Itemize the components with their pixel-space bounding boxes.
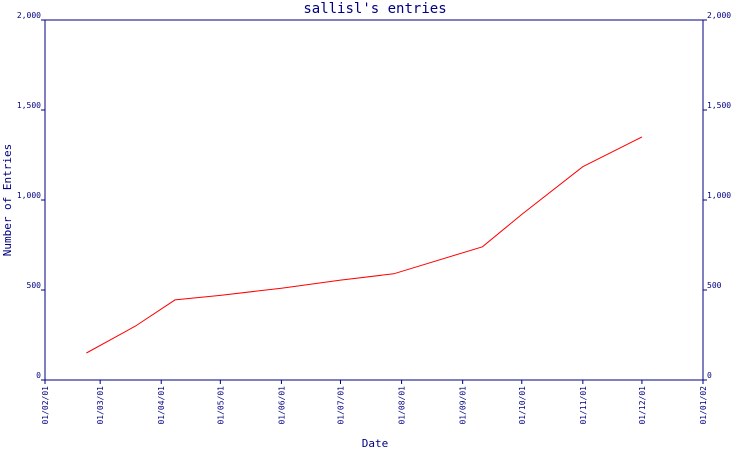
x-tick-label: 01/12/01 [638,386,647,425]
x-tick-label: 01/01/02 [699,386,708,425]
x-tick-label: 01/02/01 [41,386,50,425]
y-axis-label: Number of Entries [1,144,14,257]
x-tick-label: 01/04/01 [157,386,166,425]
y-tick-label-left: 0 [36,371,41,380]
plot-area-border [44,19,704,381]
y-tick-label-right: 0 [707,371,712,380]
x-tick-label: 01/06/01 [277,386,286,425]
chart-title: sallisl's entries [303,1,446,17]
x-tick-label: 01/11/01 [579,386,588,425]
x-tick-label: 01/10/01 [518,386,527,425]
x-tick-label: 01/09/01 [459,386,468,425]
x-tick-label: 01/07/01 [337,386,346,425]
x-tick-label: 01/03/01 [96,386,105,425]
y-tick-label-right: 1,500 [707,101,731,110]
y-tick-label-right: 2,000 [707,11,731,20]
plot-frame [44,19,704,381]
y-tick-label-right: 500 [707,281,722,290]
y-tick-label-left: 2,000 [17,11,41,20]
x-tick-label: 01/05/01 [216,386,225,425]
y-tick-label-left: 500 [27,281,42,290]
y-tick-label-left: 1,500 [17,101,41,110]
series-line [86,136,643,354]
y-tick-label-left: 1,000 [17,191,41,200]
axis-ticks: 0 0 500 500 1,000 1,000 1,500 1,500 2,000 2,000 01… [17,11,731,425]
x-axis-label: Date [362,437,389,450]
x-tick-label: 01/08/01 [398,386,407,425]
y-tick-label-right: 1,000 [707,191,731,200]
series-group [86,136,643,354]
